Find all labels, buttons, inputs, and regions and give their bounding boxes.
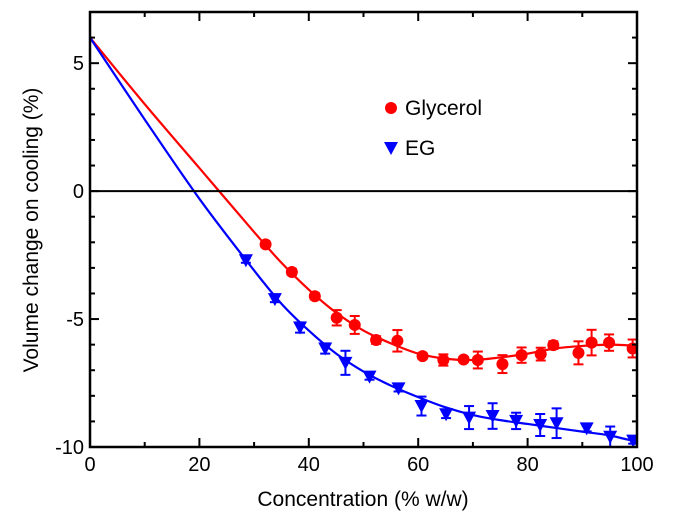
x-tick-label: 60 — [407, 454, 429, 476]
eg-legend-marker — [384, 142, 398, 155]
eg-data-point — [579, 422, 594, 436]
glycerol-data-point — [391, 334, 404, 347]
glycerol-data-point — [308, 290, 321, 303]
x-tick-label: 100 — [620, 454, 653, 476]
eg-data-point — [462, 411, 477, 425]
y-tick-label: 0 — [73, 181, 84, 203]
glycerol-data-point — [457, 353, 470, 366]
glycerol-data-point — [348, 318, 361, 331]
y-tick-label: -5 — [66, 309, 84, 331]
eg-data-point — [391, 382, 406, 396]
x-tick-label: 0 — [84, 454, 95, 476]
glycerol-data-point — [603, 336, 616, 349]
eg-data-point — [439, 408, 454, 422]
plot-frame — [88, 10, 639, 449]
glycerol-fit-line — [90, 36, 637, 362]
eg-fit-line — [90, 36, 637, 443]
y-axis-label: Volume change on cooling (%) — [20, 88, 43, 373]
eg-data-point — [338, 356, 353, 370]
eg-data-point — [414, 400, 429, 414]
glycerol-data-point — [330, 311, 343, 324]
eg-data-point — [318, 342, 333, 356]
glycerol-data-point — [585, 336, 598, 349]
eg-data-point — [267, 293, 282, 307]
glycerol-data-point — [370, 334, 383, 347]
glycerol-data-point — [471, 354, 484, 366]
eg-data-point — [603, 430, 618, 444]
glycerol-data-point — [285, 265, 298, 278]
plot-marks — [90, 36, 637, 447]
x-axis-label: Concentration (% w/w) — [257, 488, 468, 511]
x-tick-label: 80 — [516, 454, 538, 476]
eg-data-point — [533, 418, 548, 432]
glycerol-data-point — [416, 350, 429, 363]
glycerol-data-point — [547, 339, 560, 352]
glycerol-legend-marker — [385, 102, 397, 114]
glycerol-data-point — [259, 238, 272, 251]
axis-ticks: 0 20 40 60 80 100 5 0 -5 -10 — [55, 11, 654, 476]
glycerol-series — [90, 36, 637, 375]
glycerol-legend-label: Glycerol — [405, 97, 482, 120]
y-tick-label: -10 — [55, 437, 84, 459]
eg-data-point — [485, 410, 500, 424]
x-tick-label: 20 — [188, 454, 210, 476]
glycerol-data-point — [437, 354, 450, 366]
eg-legend-label: EG — [405, 137, 435, 160]
glycerol-data-point — [496, 358, 509, 371]
eg-data-point — [238, 254, 253, 268]
glycerol-data-point — [572, 346, 585, 359]
glycerol-data-point — [534, 348, 547, 361]
eg-data-point — [293, 321, 308, 335]
y-tick-label: 5 — [73, 53, 84, 75]
eg-series — [90, 36, 637, 447]
eg-data-point — [549, 417, 564, 431]
glycerol-data-point — [515, 349, 528, 362]
eg-data-point — [626, 434, 637, 447]
x-tick-label: 40 — [298, 454, 320, 476]
legend: Glycerol EG — [384, 97, 482, 160]
eg-data-point — [509, 414, 524, 428]
eg-data-point — [362, 370, 377, 384]
